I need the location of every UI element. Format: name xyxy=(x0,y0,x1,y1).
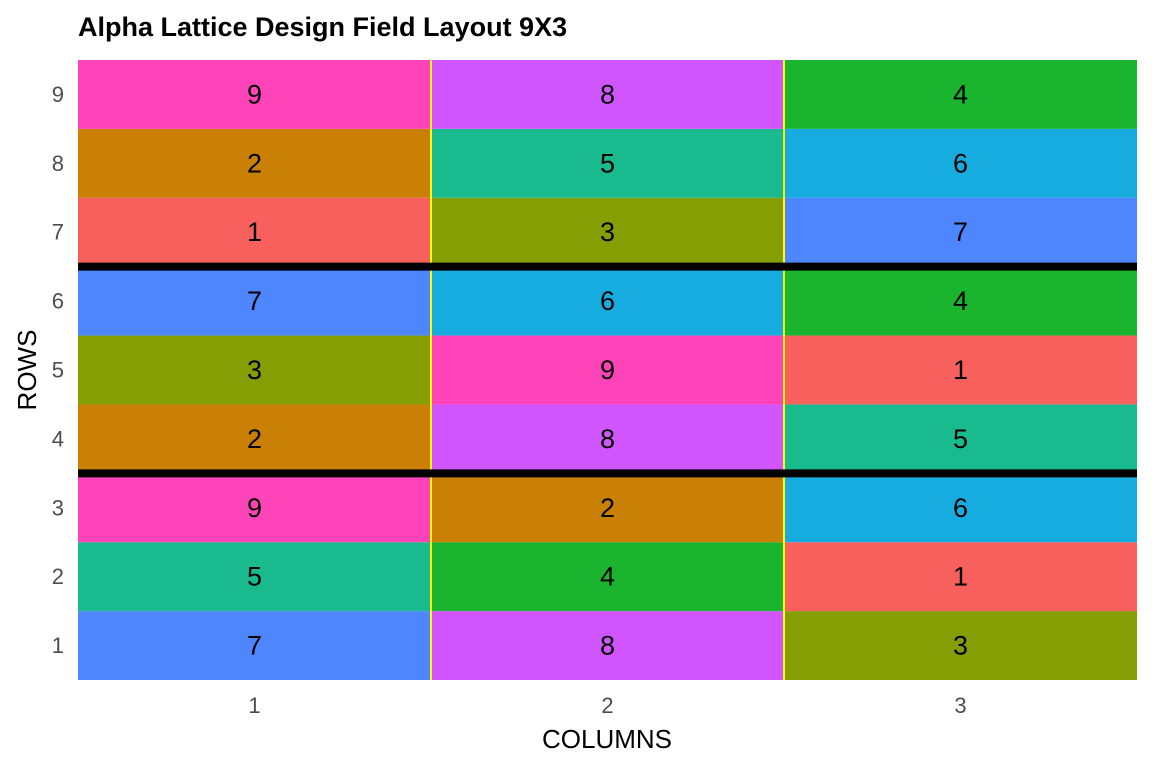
cell-label-r5-c2: 9 xyxy=(600,355,615,385)
cell-r9-c2 xyxy=(431,60,784,129)
cell-labels-layer: 7 8 3 5 4 1 9 2 6 2 8 5 3 9 1 7 6 4 1 3 7 2 5 6 9 8 4 xyxy=(247,79,968,660)
cell-r1-c3 xyxy=(784,611,1137,680)
cell-r5-c2 xyxy=(431,335,784,405)
cell-r5-c1 xyxy=(78,335,431,405)
cell-r2-c1 xyxy=(78,542,431,612)
x-tick-label-3: 3 xyxy=(954,693,966,718)
cell-r9-c3 xyxy=(784,60,1137,129)
cell-label-r6-c3: 4 xyxy=(953,286,968,316)
cell-label-r7-c3: 7 xyxy=(953,217,968,247)
y-tick-label-7: 7 xyxy=(52,220,64,245)
cell-label-r3-c1: 9 xyxy=(247,493,262,523)
cells-layer xyxy=(78,60,1137,680)
x-tick-label-1: 1 xyxy=(248,693,260,718)
y-axis-title: ROWS xyxy=(12,330,42,411)
cell-r5-c3 xyxy=(784,335,1137,405)
cell-r3-c2 xyxy=(431,473,784,543)
x-axis-title: COLUMNS xyxy=(542,724,672,754)
cell-r9-c1 xyxy=(78,60,431,129)
cell-label-r2-c2: 4 xyxy=(600,562,615,592)
cell-label-r3-c3: 6 xyxy=(953,493,968,523)
cell-label-r5-c3: 1 xyxy=(953,355,968,385)
cell-label-r4-c2: 8 xyxy=(600,424,615,454)
cell-label-r6-c1: 7 xyxy=(247,286,262,316)
y-tick-label-8: 8 xyxy=(52,151,64,176)
cell-label-r8-c2: 5 xyxy=(600,148,615,178)
cell-r8-c3 xyxy=(784,128,1137,198)
cell-label-r1-c3: 3 xyxy=(953,631,968,661)
cell-r1-c1 xyxy=(78,611,431,680)
cell-label-r1-c1: 7 xyxy=(247,631,262,661)
cell-r2-c3 xyxy=(784,542,1137,612)
cell-label-r5-c1: 3 xyxy=(247,355,262,385)
cell-r4-c1 xyxy=(78,404,431,474)
cell-label-r4-c3: 5 xyxy=(953,424,968,454)
y-tick-label-1: 1 xyxy=(52,633,64,658)
chart-title: Alpha Lattice Design Field Layout 9X3 xyxy=(78,12,568,42)
cell-r3-c1 xyxy=(78,473,431,543)
ticks-layer: 1 2 3 1 2 3 4 5 6 7 8 9 xyxy=(52,82,967,718)
cell-label-r9-c3: 4 xyxy=(953,79,968,109)
x-tick-label-2: 2 xyxy=(601,693,613,718)
cell-label-r3-c2: 2 xyxy=(600,493,615,523)
cell-r7-c3 xyxy=(784,197,1137,267)
y-tick-label-2: 2 xyxy=(52,564,64,589)
cell-r2-c2 xyxy=(431,542,784,612)
cell-label-r7-c1: 1 xyxy=(247,217,262,247)
cell-label-r2-c3: 1 xyxy=(953,562,968,592)
cell-label-r8-c1: 2 xyxy=(247,148,262,178)
y-tick-label-9: 9 xyxy=(52,82,64,107)
cell-label-r7-c2: 3 xyxy=(600,217,615,247)
cell-label-r8-c3: 6 xyxy=(953,148,968,178)
y-tick-label-3: 3 xyxy=(52,495,64,520)
cell-label-r6-c2: 6 xyxy=(600,286,615,316)
y-tick-label-6: 6 xyxy=(52,289,64,314)
cell-r4-c2 xyxy=(431,404,784,474)
cell-label-r1-c2: 8 xyxy=(600,631,615,661)
cell-r6-c3 xyxy=(784,266,1137,336)
cell-label-r4-c1: 2 xyxy=(247,424,262,454)
cell-r8-c1 xyxy=(78,128,431,198)
cell-r6-c1 xyxy=(78,266,431,336)
cell-r8-c2 xyxy=(431,128,784,198)
cell-label-r9-c1: 9 xyxy=(247,79,262,109)
cell-r1-c2 xyxy=(431,611,784,680)
cell-r6-c2 xyxy=(431,266,784,336)
y-tick-label-5: 5 xyxy=(52,358,64,383)
cell-label-r9-c2: 8 xyxy=(600,79,615,109)
cell-r7-c1 xyxy=(78,197,431,267)
lines-layer xyxy=(78,60,1137,680)
cell-label-r2-c1: 5 xyxy=(247,562,262,592)
cell-r3-c3 xyxy=(784,473,1137,543)
cell-r7-c2 xyxy=(431,197,784,267)
cell-r4-c3 xyxy=(784,404,1137,474)
y-tick-label-4: 4 xyxy=(52,426,64,451)
